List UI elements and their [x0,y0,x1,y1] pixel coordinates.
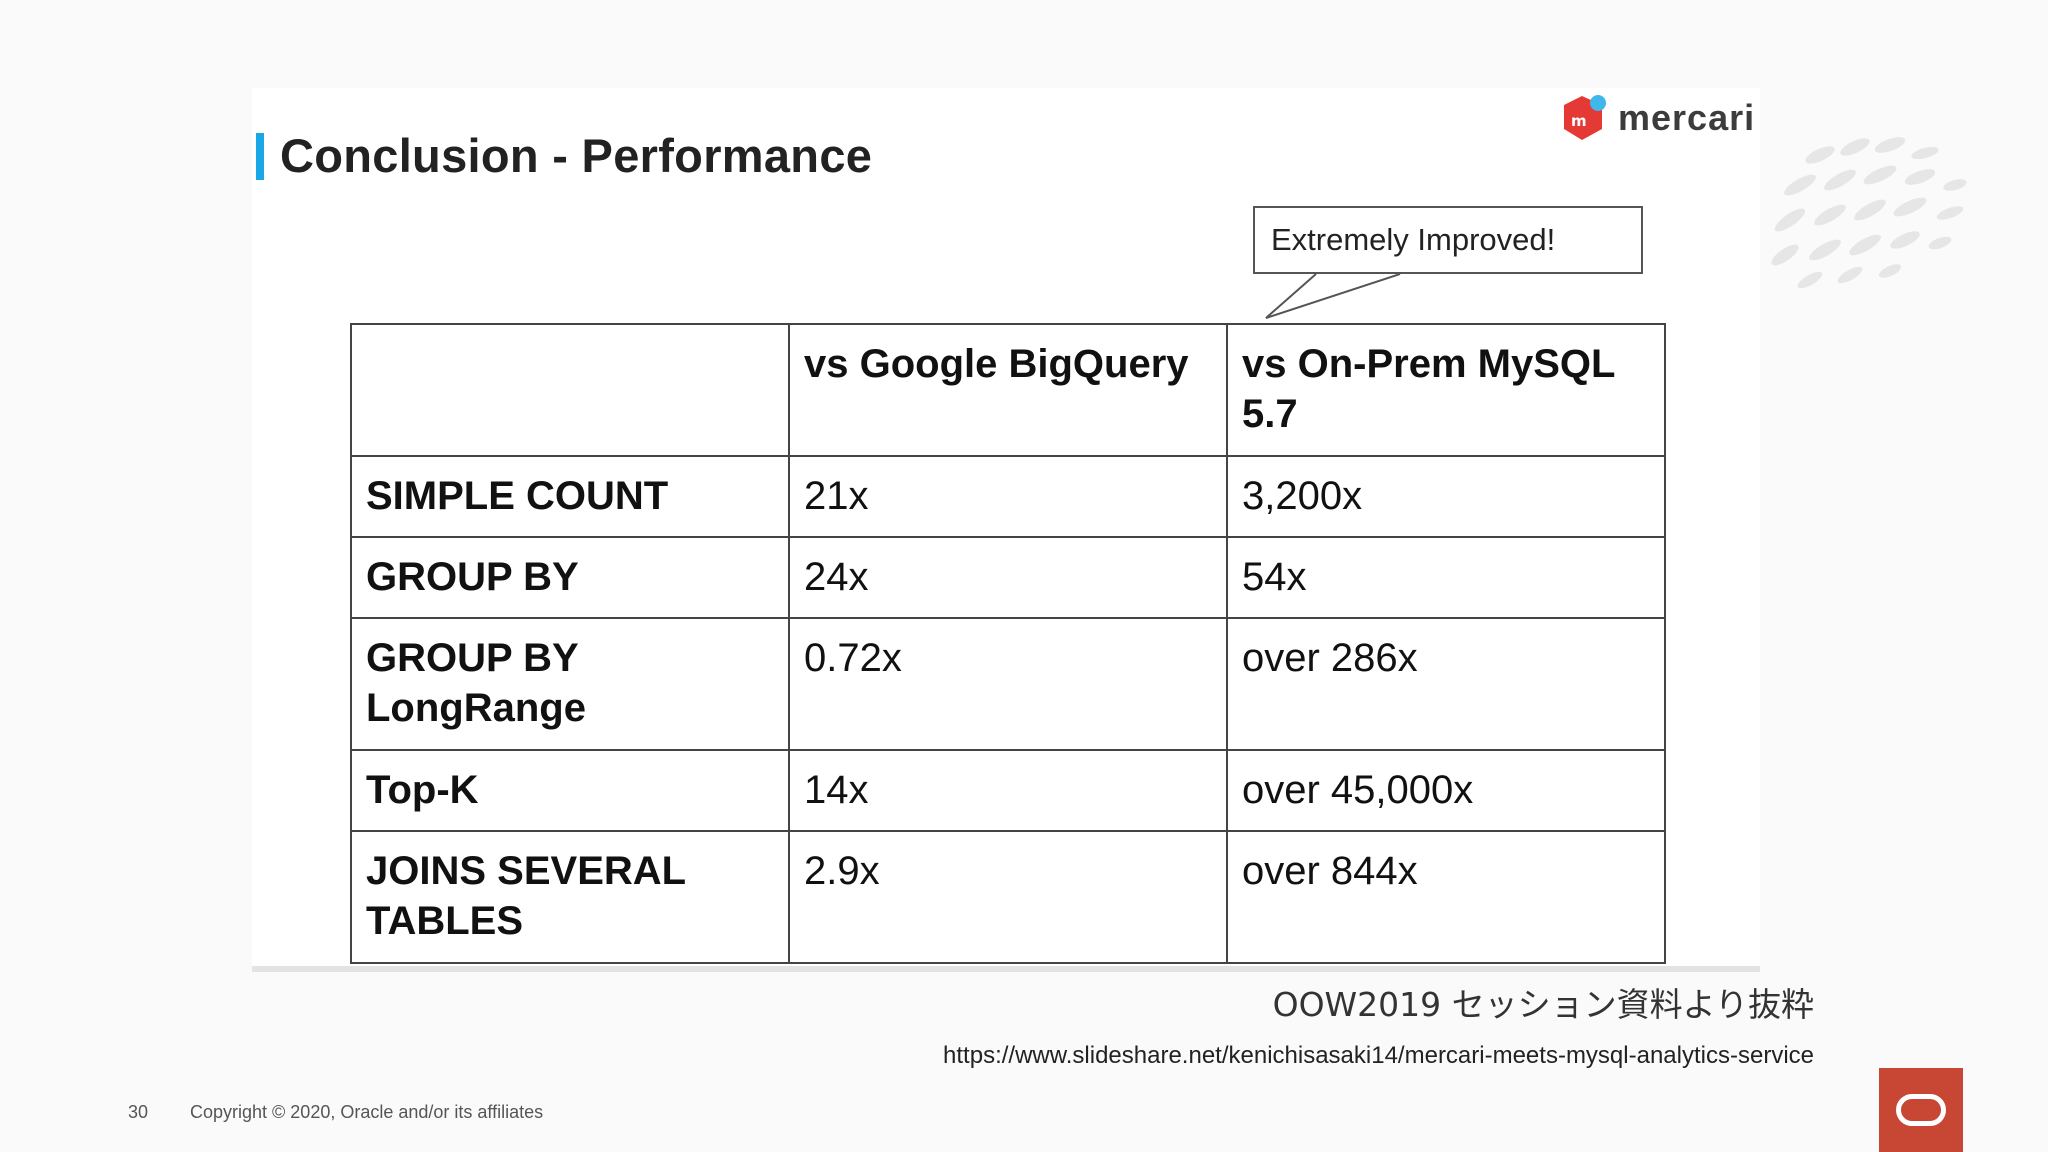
performance-table: vs Google BigQuery vs On-Prem MySQL 5.7 … [350,323,1666,964]
decorative-pattern [1771,137,1967,289]
mercari-logo-icon: m [1562,93,1608,143]
table-header-row: vs Google BigQuery vs On-Prem MySQL 5.7 [350,323,1666,457]
mysql-value: over 844x [1226,830,1666,964]
mysql-value: over 286x [1226,617,1666,751]
svg-text:m: m [1571,112,1587,130]
oracle-logo-icon [1879,1068,1963,1152]
bigquery-value: 0.72x [788,617,1228,751]
row-label: GROUP BY [350,536,790,619]
table-header-mysql: vs On-Prem MySQL 5.7 [1226,323,1666,457]
mysql-value: 3,200x [1226,455,1666,538]
bigquery-value: 24x [788,536,1228,619]
slide-divider [252,966,1760,972]
bigquery-value: 2.9x [788,830,1228,964]
table-header-bigquery: vs Google BigQuery [788,323,1228,457]
copyright-text: Copyright © 2020, Oracle and/or its affi… [190,1102,544,1122]
bigquery-value: 14x [788,749,1228,832]
row-label: JOINS SEVERAL TABLES [350,830,790,964]
mysql-value: 54x [1226,536,1666,619]
callout-pointer [1265,273,1401,319]
slide-title: Conclusion - Performance [280,129,873,182]
page-number: 30 [128,1102,149,1122]
title-accent-bar [256,133,264,180]
table-row: GROUP BY LongRange 0.72x over 286x [350,617,1666,751]
table-row: GROUP BY 24x 54x [350,536,1666,619]
row-label: GROUP BY LongRange [350,617,790,751]
table-row: JOINS SEVERAL TABLES 2.9x over 844x [350,830,1666,964]
source-note: OOW2019 セッション資料より抜粋 [1272,985,1814,1024]
source-url: https://www.slideshare.net/kenichisasaki… [943,1042,1814,1069]
mysql-value: over 45,000x [1226,749,1666,832]
row-label: Top-K [350,749,790,832]
callout-box: Extremely Improved! [1253,206,1643,274]
table-row: SIMPLE COUNT 21x 3,200x [350,455,1666,538]
table-row: Top-K 14x over 45,000x [350,749,1666,832]
table-header-empty [350,323,790,457]
mercari-wordmark: mercari [1618,97,1756,138]
bigquery-value: 21x [788,455,1228,538]
row-label: SIMPLE COUNT [350,455,790,538]
mercari-logo: m mercari [1562,92,1755,144]
